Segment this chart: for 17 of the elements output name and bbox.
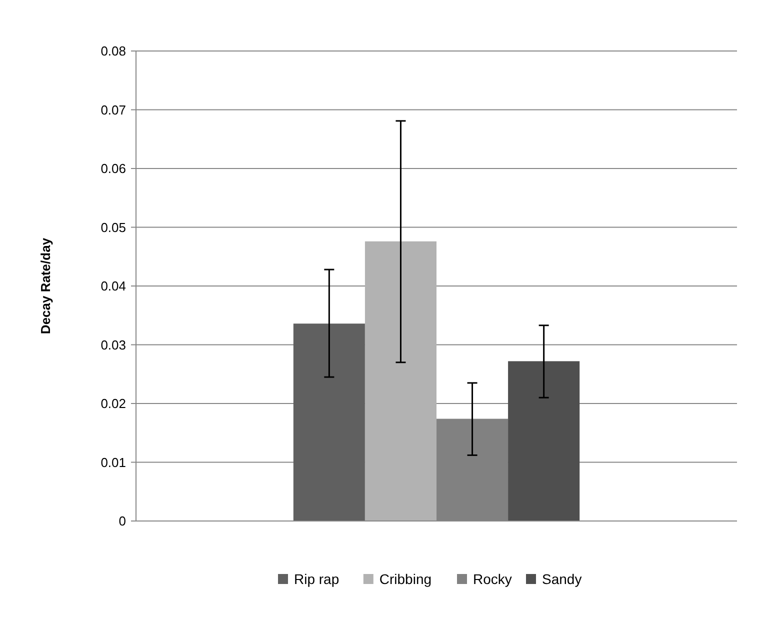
legend-label: Rocky	[473, 570, 512, 587]
bar	[293, 324, 365, 521]
bar	[364, 241, 436, 521]
y-tick-label: 0.04	[100, 278, 126, 294]
y-tick-label: 0.02	[100, 396, 126, 412]
y-tick-label: 0.08	[100, 44, 126, 59]
legend-label: Rip rap	[294, 570, 340, 587]
bar	[508, 361, 580, 521]
legend-label: Sandy	[542, 570, 582, 587]
y-tick-label: 0.01	[100, 454, 126, 470]
y-tick-label: 0.05	[100, 220, 126, 235]
y-tick-label: 0.07	[100, 102, 126, 118]
y-tick-label: 0.06	[100, 161, 126, 176]
legend-label: Cribbing	[379, 570, 432, 587]
y-tick-label: 0.03	[100, 337, 126, 352]
y-axis-title: Decay Rate/day	[38, 237, 53, 334]
y-tick-label: 0	[118, 514, 126, 529]
